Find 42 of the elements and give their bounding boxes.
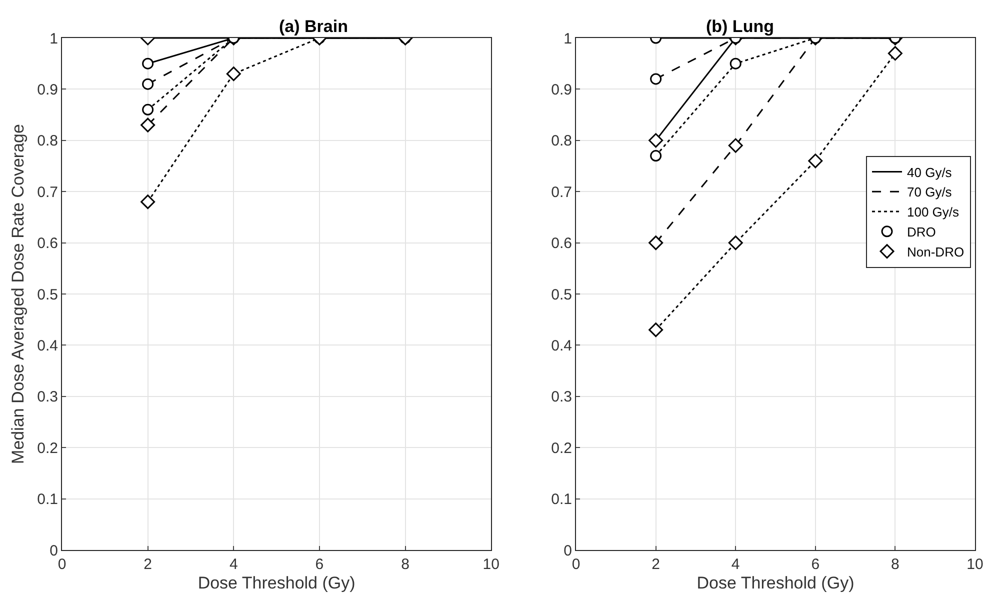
y-tick-label: 0.2: [37, 440, 58, 457]
y-tick-label: 0.5: [37, 286, 58, 304]
legend-label: 40 Gy/s: [907, 164, 952, 180]
legend-label: 100 Gy/s: [907, 204, 960, 220]
x-tick-label: 8: [401, 556, 410, 573]
y-tick-label: 0.3: [37, 388, 58, 406]
y-axis-title: Median Dose Averaged Dose Rate Coverage: [8, 124, 28, 464]
legend-label: DRO: [907, 224, 936, 240]
y-tick-label: 0.8: [551, 132, 572, 150]
chart-title: (b) Lung: [706, 17, 774, 36]
y-tick-label: 0: [564, 542, 572, 560]
x-tick-label: 2: [652, 556, 660, 573]
x-axis-title: Dose Threshold (Gy): [696, 573, 854, 592]
x-tick-label: 8: [891, 556, 900, 573]
x-tick-label: 6: [315, 556, 324, 573]
y-tick-label: 0.7: [37, 184, 58, 201]
y-tick-label: 0.3: [551, 388, 572, 406]
x-axis-title: Dose Threshold (Gy): [198, 573, 356, 592]
y-tick-label: 0.6: [551, 235, 572, 252]
y-tick-label: 1: [564, 30, 572, 48]
legend-label: 70 Gy/s: [907, 184, 952, 200]
y-tick-label: 0.1: [551, 491, 572, 508]
y-tick-label: 0: [50, 542, 58, 560]
x-tick-label: 6: [811, 556, 820, 573]
x-tick-label: 10: [966, 556, 984, 573]
x-tick-label: 2: [144, 556, 152, 573]
y-tick-label: 0.9: [551, 81, 572, 98]
y-tick-label: 0.4: [551, 337, 572, 354]
y-tick-label: 0.9: [37, 81, 58, 98]
x-tick-label: 4: [229, 556, 238, 573]
x-tick-label: 4: [731, 556, 740, 573]
y-tick-label: 0.5: [551, 286, 572, 304]
y-tick-label: 0.6: [37, 235, 58, 252]
y-tick-label: 1: [50, 30, 58, 48]
y-tick-label: 0.1: [37, 491, 58, 508]
chart-title: (a) Brain: [279, 17, 348, 36]
y-tick-label: 0.8: [37, 132, 58, 150]
x-tick-label: 10: [482, 556, 500, 573]
legend-label: Non-DRO: [907, 244, 964, 260]
y-tick-label: 0.7: [551, 184, 572, 201]
y-tick-label: 0.2: [551, 440, 572, 457]
y-tick-label: 0.4: [37, 337, 58, 354]
